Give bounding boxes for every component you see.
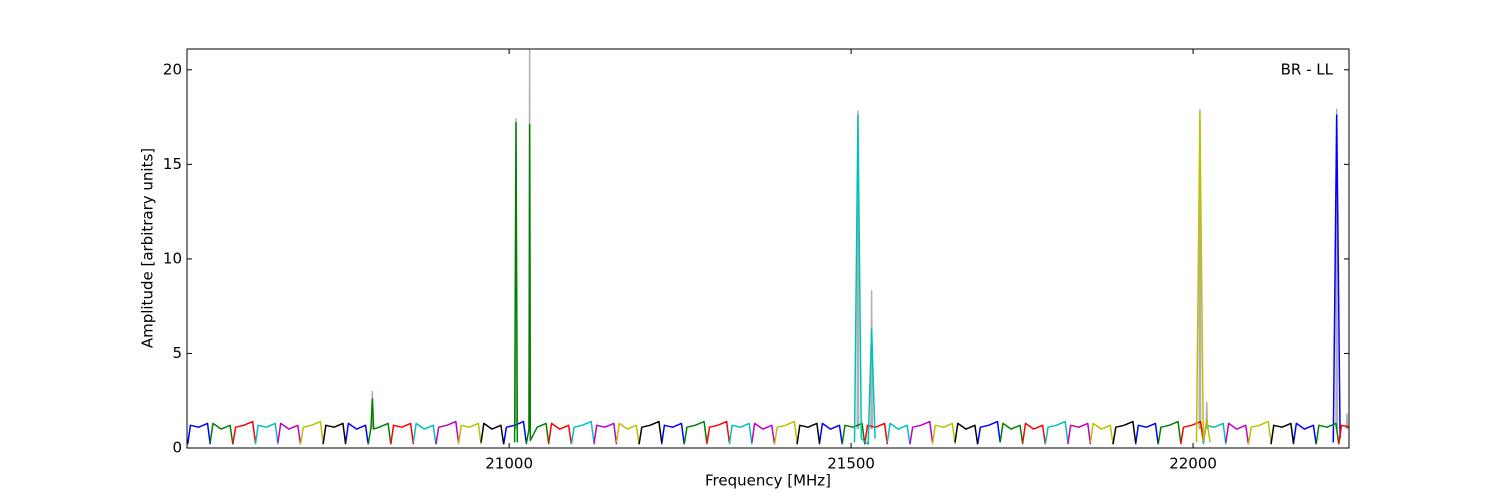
y-tick-label: 0 <box>172 439 182 457</box>
x-tick-label: 21000 <box>485 455 533 473</box>
y-tick-label: 5 <box>172 344 182 362</box>
axes-frame <box>186 48 1350 449</box>
x-axis-label: Frequency [MHz] <box>705 472 831 490</box>
y-tick-label: 10 <box>163 249 182 267</box>
series-line <box>232 420 1349 445</box>
series-line <box>187 114 1341 445</box>
y-axis-label: Amplitude [arbitrary units] <box>139 148 157 348</box>
x-tick-label: 21500 <box>827 455 875 473</box>
series-line <box>254 114 1227 445</box>
y-tick-label: 20 <box>163 60 182 78</box>
annotation: BR - LL <box>1281 61 1334 79</box>
series-line <box>370 49 1349 430</box>
series-line <box>299 112 1272 445</box>
series-line <box>209 122 1340 445</box>
series-line <box>322 420 1295 445</box>
x-tick-label: 22000 <box>1169 455 1217 473</box>
y-tick-label: 15 <box>163 155 182 173</box>
plot-area <box>187 49 1349 445</box>
series-line <box>277 420 1250 445</box>
